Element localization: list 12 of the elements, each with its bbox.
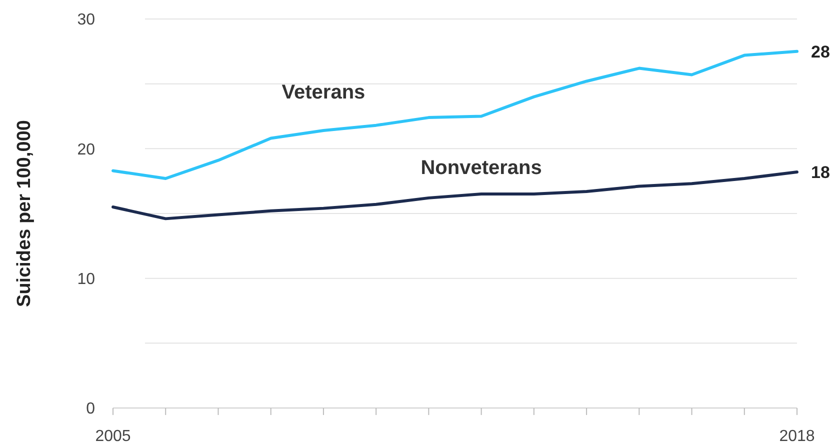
- y-tick-label: 0: [86, 400, 96, 418]
- y-tick-label: 20: [77, 141, 96, 158]
- data-label: 28: [811, 42, 830, 62]
- series-label: Nonveterans: [420, 157, 542, 180]
- y-axis-title: Suicides per 100,000: [14, 120, 35, 307]
- y-tick-label: 10: [77, 270, 96, 288]
- line-series: [112, 50, 798, 180]
- x-tick-label: 2018: [779, 428, 815, 445]
- y-tick-label: 30: [77, 12, 96, 29]
- data-label: 18: [811, 162, 830, 182]
- x-tick-label: 2005: [95, 428, 131, 445]
- series-label: Veterans: [282, 82, 366, 104]
